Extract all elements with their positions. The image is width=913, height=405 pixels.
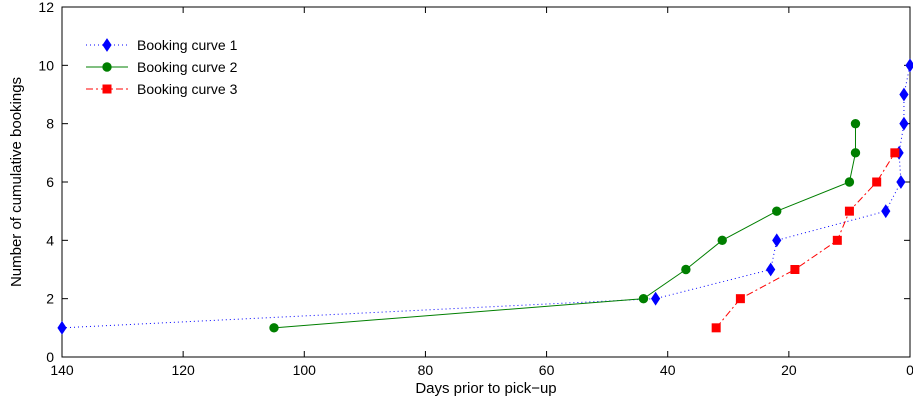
- y-tick-label: 12: [38, 0, 54, 15]
- data-point: [890, 148, 900, 158]
- y-tick-label: 6: [46, 174, 54, 190]
- data-point: [881, 204, 891, 219]
- x-tick-label: 0: [906, 362, 913, 378]
- series-layer: [57, 58, 913, 335]
- x-tick-label: 60: [539, 362, 555, 378]
- legend-item: Booking curve 2: [86, 59, 238, 75]
- data-point: [899, 116, 909, 131]
- series-1: [57, 58, 913, 335]
- data-point: [772, 206, 782, 216]
- data-point: [832, 235, 842, 245]
- x-tick-label: 40: [660, 362, 676, 378]
- data-point: [872, 177, 882, 187]
- data-point: [899, 87, 909, 102]
- data-point: [681, 264, 691, 275]
- axis-tick-labels: 140 120 100 80 60 40 20 0 0 2 4 6 8 10 12: [38, 0, 913, 378]
- data-point: [711, 323, 721, 333]
- legend-item: Booking curve 3: [86, 81, 238, 97]
- x-tick-label: 120: [171, 362, 195, 378]
- y-tick-label: 8: [46, 116, 54, 132]
- x-axis-label: Days prior to pick−up: [415, 380, 556, 397]
- data-point: [766, 262, 776, 277]
- data-point: [650, 291, 661, 306]
- data-point: [896, 175, 906, 189]
- data-point: [269, 323, 279, 333]
- legend-label: Booking curve 3: [137, 81, 238, 97]
- legend-label: Booking curve 2: [137, 59, 238, 75]
- data-point: [790, 265, 800, 274]
- legend-marker: [102, 62, 112, 72]
- series-line: [61, 65, 911, 329]
- series-line: [273, 123, 856, 329]
- y-tick-label: 0: [46, 349, 54, 365]
- data-point: [772, 233, 782, 248]
- data-point: [905, 58, 913, 73]
- legend-label: Booking curve 1: [137, 37, 238, 53]
- y-axis-label: Number of cumulative bookings: [8, 77, 25, 287]
- y-tick-label: 4: [46, 232, 54, 248]
- x-tick-label: 100: [293, 362, 317, 378]
- data-point: [850, 148, 861, 158]
- data-point: [844, 177, 855, 187]
- data-point: [57, 320, 67, 335]
- data-point: [844, 206, 854, 216]
- y-tick-label: 10: [38, 57, 54, 73]
- data-point: [638, 293, 649, 304]
- x-tick-label: 140: [50, 362, 74, 378]
- x-tick-label: 20: [781, 362, 797, 378]
- x-tick-label: 80: [418, 362, 434, 378]
- legend-item: Booking curve 1: [86, 37, 238, 53]
- data-point: [717, 235, 727, 246]
- data-point: [735, 294, 745, 304]
- legend-marker: [102, 38, 112, 52]
- legend-marker: [102, 84, 112, 94]
- legend: Booking curve 1 Booking curve 2 Booking cu…: [86, 37, 238, 97]
- series-3: [711, 148, 900, 333]
- data-point: [850, 118, 861, 129]
- series-2: [269, 118, 861, 333]
- y-tick-label: 2: [46, 291, 54, 307]
